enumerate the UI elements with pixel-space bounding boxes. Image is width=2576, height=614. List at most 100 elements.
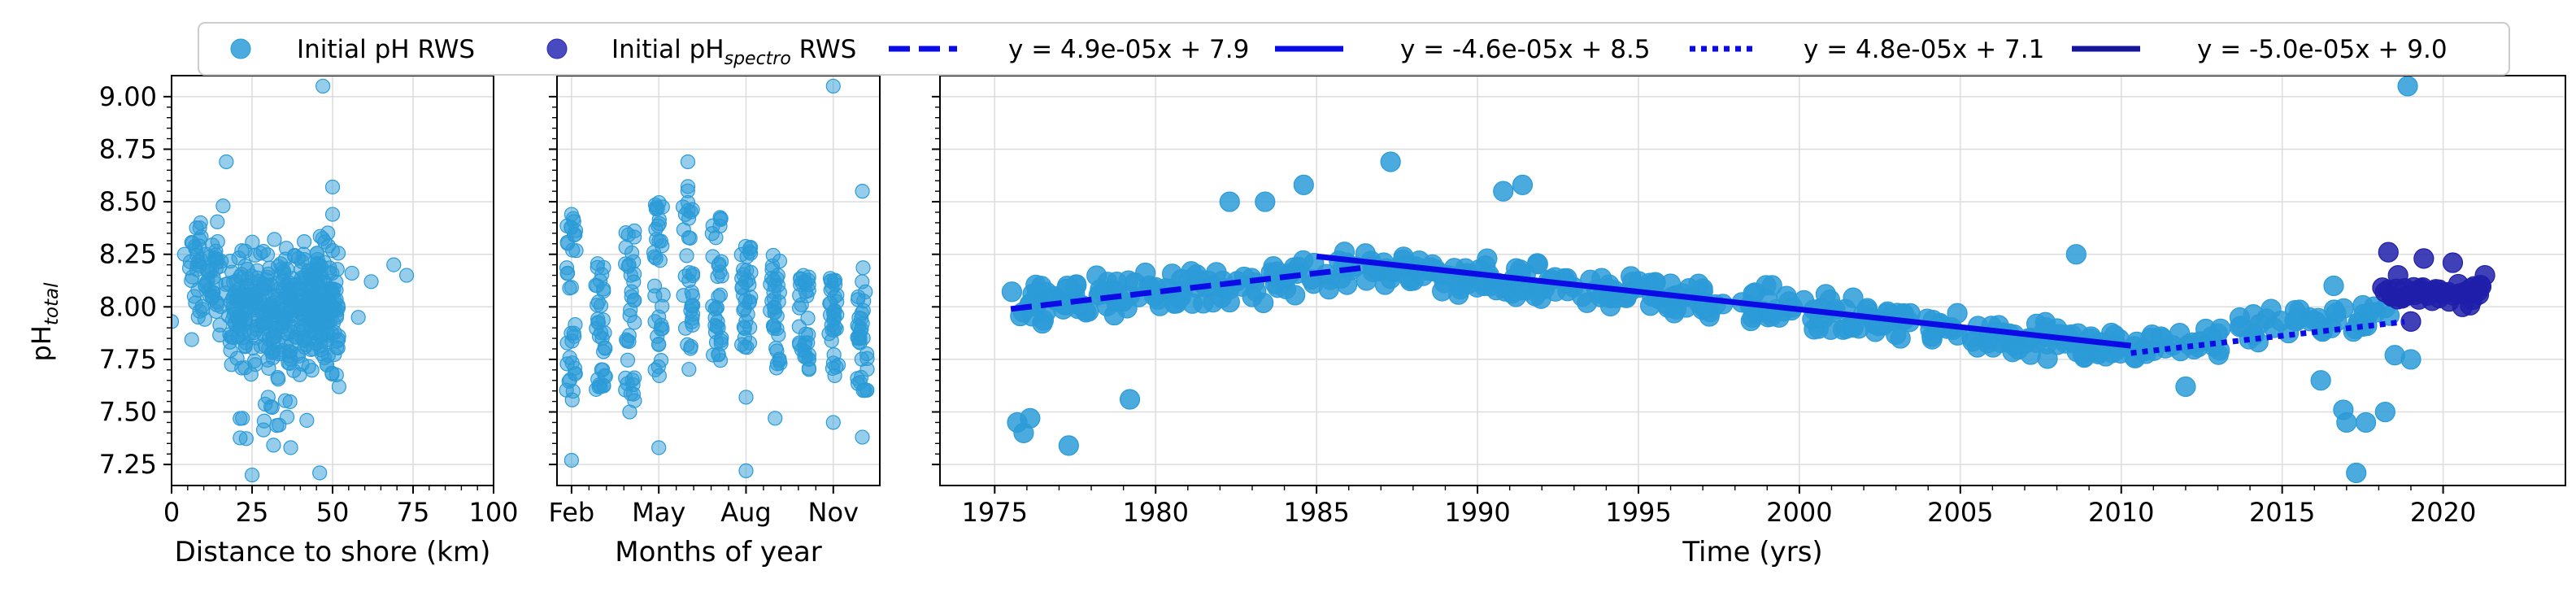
data-point <box>2095 346 2117 367</box>
data-point <box>324 242 341 259</box>
data-point <box>1742 307 1763 329</box>
data-point <box>568 223 584 238</box>
data-point <box>227 316 243 332</box>
data-point <box>764 294 780 309</box>
data-point <box>1171 268 1192 290</box>
data-point <box>647 288 663 303</box>
data-point <box>234 271 250 286</box>
data-point <box>677 320 694 336</box>
x-axis-label: Time (yrs) <box>1682 536 1822 568</box>
data-point <box>594 330 610 346</box>
data-point <box>237 258 253 274</box>
data-point <box>312 465 328 481</box>
data-point <box>1031 276 1052 297</box>
data-point <box>797 273 812 290</box>
data-point <box>1219 191 1240 212</box>
data-point <box>625 386 642 402</box>
data-point <box>1106 272 1127 293</box>
data-point <box>1219 291 1240 313</box>
data-point <box>794 342 810 358</box>
data-point <box>1982 337 2004 358</box>
legend-label: Initial pHspectro RWS <box>611 35 856 69</box>
data-point <box>768 341 784 356</box>
data-point <box>276 266 292 282</box>
legend-box <box>198 22 2510 76</box>
data-point <box>312 273 328 289</box>
data-point <box>825 322 840 337</box>
data-point <box>850 292 866 307</box>
x-tick-label: 2020 <box>2410 497 2476 528</box>
data-point <box>676 222 691 237</box>
legend-label: y = 4.9e-05x + 7.9 <box>1008 35 1249 64</box>
data-point <box>711 347 726 363</box>
data-point <box>350 310 366 325</box>
data-point <box>1242 286 1263 307</box>
x-tick-label: 1975 <box>962 497 1028 528</box>
data-point <box>261 360 276 376</box>
x-tick-label: Aug <box>720 497 771 528</box>
data-point <box>331 379 347 394</box>
data-point <box>651 359 666 375</box>
data-point <box>1125 272 1146 294</box>
y-tick-label: 7.75 <box>99 344 157 375</box>
x-tick-label: 75 <box>397 497 430 528</box>
spectro-point <box>2387 264 2408 286</box>
data-point <box>559 260 575 276</box>
data-point <box>297 234 312 250</box>
data-point <box>851 331 866 346</box>
data-point <box>568 366 583 381</box>
data-point <box>765 247 781 263</box>
data-point <box>2323 299 2345 320</box>
data-point <box>736 320 751 335</box>
x-tick-label: 50 <box>316 497 350 528</box>
data-point <box>1493 181 1514 202</box>
data-point <box>1577 292 1598 313</box>
y-tick-label: 8.50 <box>99 186 157 217</box>
data-point <box>313 342 329 358</box>
data-point <box>1285 285 1306 306</box>
data-point <box>1318 279 1339 300</box>
data-point <box>315 311 331 326</box>
data-point <box>791 300 807 316</box>
data-point <box>319 357 334 372</box>
spectro-point <box>2474 264 2496 286</box>
data-point <box>825 78 841 94</box>
data-point <box>188 295 203 311</box>
data-point <box>738 463 754 479</box>
data-point <box>386 257 402 272</box>
data-point <box>2229 307 2251 329</box>
data-point <box>2355 412 2377 433</box>
data-point <box>253 338 268 354</box>
trend-line-3 <box>2130 319 2405 356</box>
x-tick-label: 0 <box>163 497 180 528</box>
data-point <box>2374 401 2395 423</box>
data-point <box>2323 275 2344 297</box>
data-point <box>1255 191 1276 212</box>
data-point <box>712 287 729 303</box>
data-point <box>649 199 664 215</box>
data-point <box>250 307 266 322</box>
data-point <box>679 248 694 263</box>
legend-marker <box>230 38 251 59</box>
x-tick-label: 1990 <box>1444 497 1510 528</box>
data-point <box>2346 462 2367 484</box>
data-point <box>1380 151 1401 172</box>
data-point <box>230 329 246 345</box>
text-layer: pHtotal 0 25 50 75 100 7.25 7.50 7.75 8.00 8.25 8.… <box>26 81 2476 568</box>
data-point <box>1962 331 1983 352</box>
data-point <box>1033 310 1055 331</box>
data-point <box>565 383 581 399</box>
data-point <box>651 440 667 455</box>
data-point <box>564 207 579 222</box>
data-point <box>1527 254 1548 275</box>
data-point <box>2310 370 2331 391</box>
data-point <box>176 246 192 262</box>
data-point <box>315 78 331 94</box>
lines-layer <box>1010 253 2405 356</box>
points-layer <box>172 76 2496 484</box>
data-point <box>206 270 221 285</box>
spectro-point <box>2400 311 2422 332</box>
data-point <box>651 216 667 231</box>
data-point <box>265 335 281 351</box>
data-point <box>1293 174 1314 195</box>
